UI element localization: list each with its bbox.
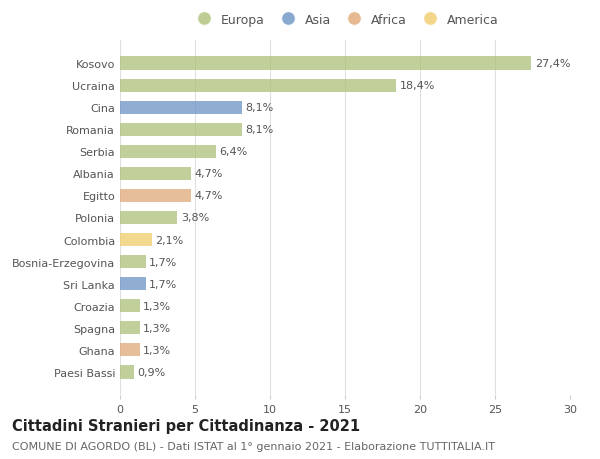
Text: 1,7%: 1,7%: [149, 279, 178, 289]
Text: 4,7%: 4,7%: [194, 191, 223, 201]
Text: Cittadini Stranieri per Cittadinanza - 2021: Cittadini Stranieri per Cittadinanza - 2…: [12, 418, 360, 433]
Text: 1,3%: 1,3%: [143, 323, 172, 333]
Bar: [120, 168, 191, 180]
Text: 1,7%: 1,7%: [149, 257, 178, 267]
Text: 2,1%: 2,1%: [155, 235, 184, 245]
Bar: [120, 365, 133, 379]
Text: 1,3%: 1,3%: [143, 301, 172, 311]
Text: 6,4%: 6,4%: [220, 147, 248, 157]
Bar: [120, 123, 241, 137]
Text: 27,4%: 27,4%: [535, 59, 570, 69]
Bar: [120, 101, 241, 115]
Bar: [120, 299, 139, 313]
Bar: [120, 79, 396, 93]
Bar: [120, 343, 139, 357]
Text: 3,8%: 3,8%: [181, 213, 209, 223]
Text: 8,1%: 8,1%: [245, 103, 274, 113]
Bar: [120, 190, 191, 202]
Bar: [120, 256, 146, 269]
Text: 0,9%: 0,9%: [137, 367, 166, 377]
Bar: [120, 234, 151, 246]
Text: 1,3%: 1,3%: [143, 345, 172, 355]
Text: 18,4%: 18,4%: [400, 81, 435, 91]
Text: COMUNE DI AGORDO (BL) - Dati ISTAT al 1° gennaio 2021 - Elaborazione TUTTITALIA.: COMUNE DI AGORDO (BL) - Dati ISTAT al 1°…: [12, 441, 495, 451]
Bar: [120, 146, 216, 159]
Bar: [120, 57, 531, 71]
Text: 4,7%: 4,7%: [194, 169, 223, 179]
Bar: [120, 321, 139, 335]
Legend: Europa, Asia, Africa, America: Europa, Asia, Africa, America: [186, 9, 504, 32]
Bar: [120, 277, 146, 291]
Bar: [120, 212, 177, 224]
Text: 8,1%: 8,1%: [245, 125, 274, 135]
